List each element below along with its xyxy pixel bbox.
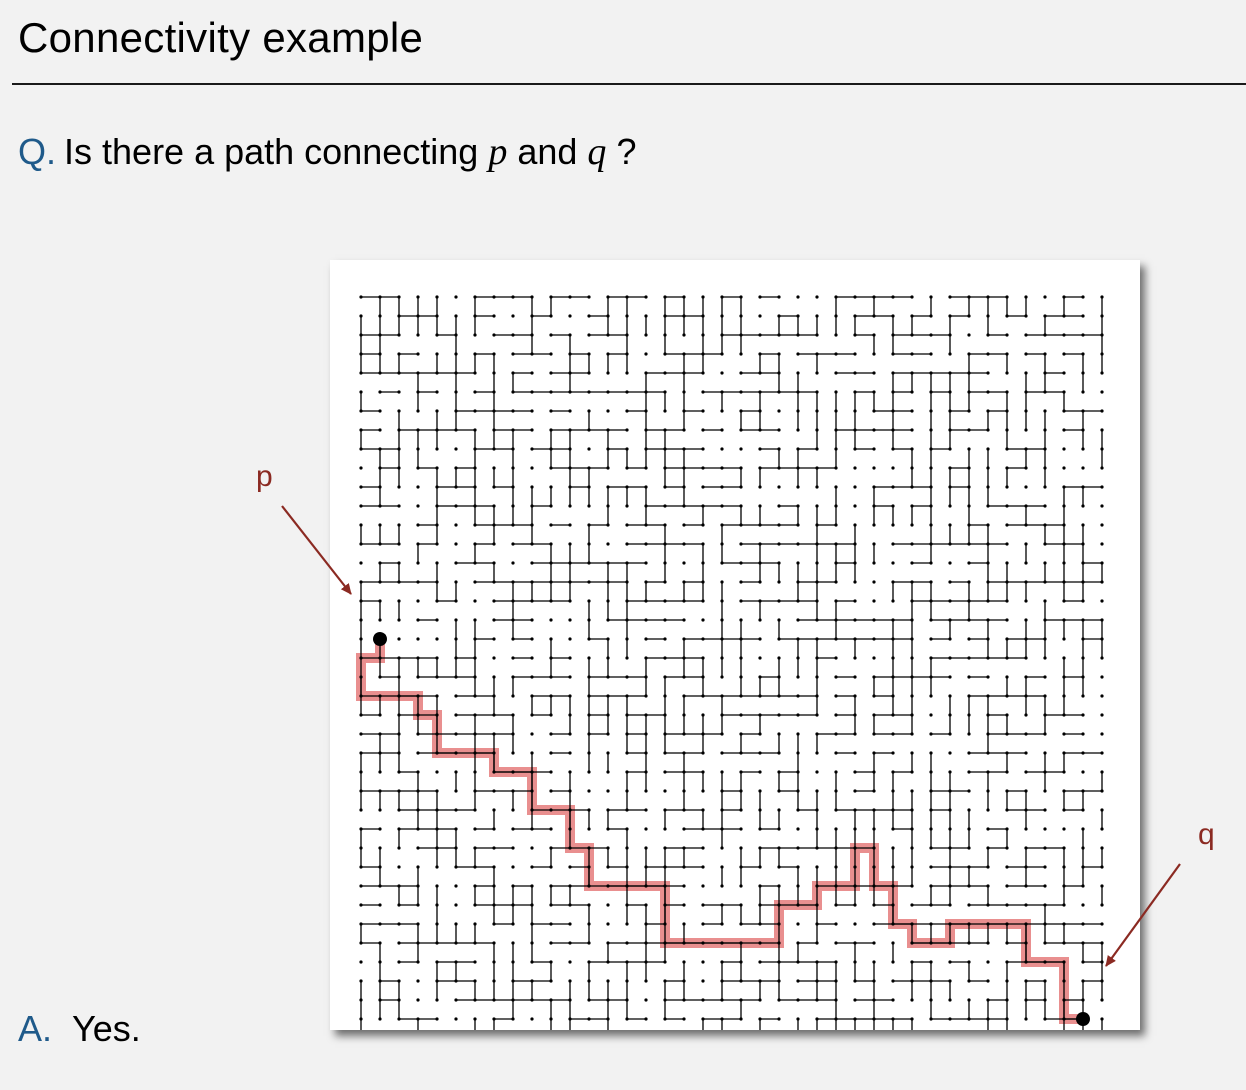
endpoint-q xyxy=(1076,1012,1090,1026)
question: Q. Is there a path connecting p and q ? xyxy=(18,130,636,174)
question-and: and xyxy=(517,131,578,172)
grid-panel xyxy=(330,260,1140,1030)
question-text: Is there a path connecting xyxy=(64,131,479,172)
slide-title: Connectivity example xyxy=(18,14,424,61)
question-mark: ? xyxy=(616,131,637,172)
question-label: Q. xyxy=(18,131,57,172)
answer-label: A. xyxy=(18,1008,53,1049)
question-var-q: q xyxy=(587,131,607,173)
answer-text: Yes. xyxy=(72,1008,141,1049)
grid-edge-paths xyxy=(360,296,1103,1030)
endpoints xyxy=(373,632,1090,1026)
answer: A. Yes. xyxy=(18,1008,141,1050)
p-label: p xyxy=(256,460,273,493)
endpoint-p xyxy=(373,632,387,646)
connectivity-grid xyxy=(356,295,1104,1030)
title-rule xyxy=(12,83,1246,85)
question-var-p: p xyxy=(488,131,508,173)
q-label: q xyxy=(1198,818,1215,851)
